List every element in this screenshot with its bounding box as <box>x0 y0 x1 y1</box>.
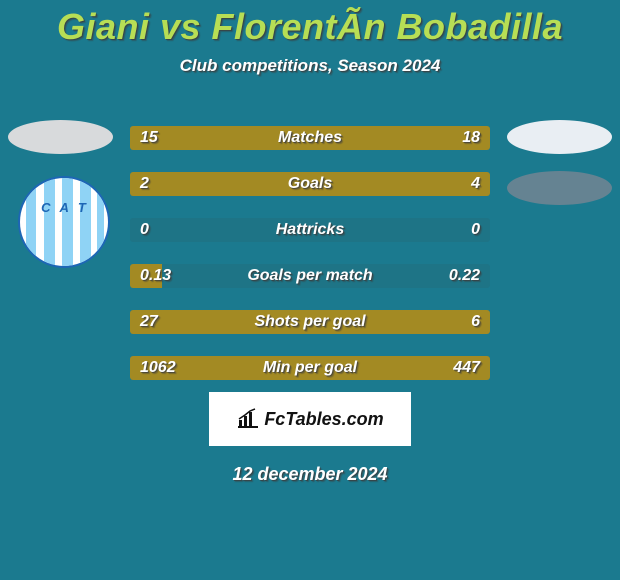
stat-value-right: 0.22 <box>439 264 490 288</box>
stat-row: Goals2 4 <box>130 172 490 196</box>
stat-label: Goals <box>130 172 490 196</box>
player-photo-right <box>507 120 612 154</box>
player-photo-left <box>8 120 113 154</box>
stat-row: Matches15 18 <box>130 126 490 150</box>
stat-value-left: 15 <box>130 126 168 150</box>
club-logo-left-text: CAT <box>20 200 108 215</box>
fctables-badge-text: FcTables.com <box>264 409 383 430</box>
fctables-badge: FcTables.com <box>209 392 411 446</box>
stat-value-left: 0 <box>130 218 159 242</box>
stat-value-right: 4 <box>461 172 490 196</box>
stat-value-right: 6 <box>461 310 490 334</box>
club-logo-left: CAT <box>20 178 108 266</box>
stat-row: Goals per match0.13 0.22 <box>130 264 490 288</box>
page-title: Giani vs FlorentÃ­n Bobadilla <box>0 0 620 48</box>
stat-label: Shots per goal <box>130 310 490 334</box>
stat-value-left: 1062 <box>130 356 186 380</box>
stat-value-left: 2 <box>130 172 159 196</box>
stat-bars: Matches15 18 Goals2 4 Hattricks0 0 Goals per m… <box>130 126 490 402</box>
stat-value-left: 0.13 <box>130 264 181 288</box>
stat-value-right: 0 <box>461 218 490 242</box>
stat-label: Matches <box>130 126 490 150</box>
stat-value-left: 27 <box>130 310 168 334</box>
stat-row: Min per goal1062447 <box>130 356 490 380</box>
stat-row: Shots per goal27 6 <box>130 310 490 334</box>
bar-chart-icon <box>236 408 258 430</box>
stat-label: Goals per match <box>130 264 490 288</box>
stat-value-right: 18 <box>452 126 490 150</box>
stat-row: Hattricks0 0 <box>130 218 490 242</box>
date: 12 december 2024 <box>0 464 620 485</box>
stat-value-right: 447 <box>443 356 490 380</box>
page-subtitle: Club competitions, Season 2024 <box>0 56 620 76</box>
club-logo-right <box>507 171 612 205</box>
stat-label: Hattricks <box>130 218 490 242</box>
